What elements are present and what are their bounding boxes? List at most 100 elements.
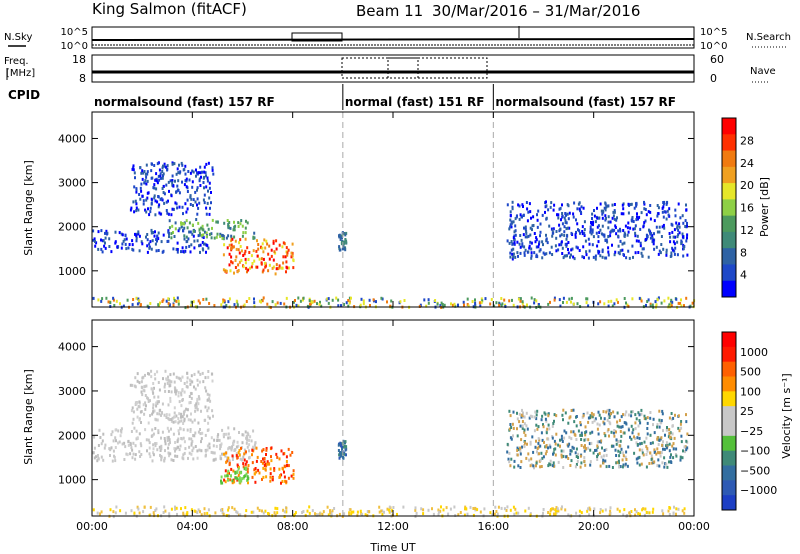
- scatter-cell: [522, 412, 524, 416]
- scatter-cell: [512, 255, 515, 259]
- scatter-cell: [237, 474, 240, 477]
- scatter-cell: [204, 376, 207, 380]
- scatter-cell: [662, 440, 664, 444]
- scatter-cell: [242, 476, 245, 480]
- scatter-cell: [526, 427, 529, 431]
- scatter-cell: [188, 178, 191, 182]
- scatter-cell: [583, 220, 586, 224]
- scatter-cell: [617, 300, 619, 304]
- scatter-cell: [278, 266, 281, 270]
- scatter-cell: [138, 400, 141, 404]
- scatter-cell: [341, 447, 343, 451]
- scatter-cell: [569, 452, 572, 456]
- scatter-cell: [635, 457, 638, 461]
- scatter-cell: [254, 467, 257, 470]
- scatter-cell: [578, 201, 581, 205]
- scatter-cell: [660, 436, 663, 440]
- scatter-cell: [636, 212, 638, 216]
- scatter-cell: [154, 178, 157, 182]
- scatter-cell: [185, 245, 188, 249]
- scatter-cell: [634, 508, 636, 512]
- scatter-cell: [265, 453, 267, 456]
- scatter-cell: [663, 447, 666, 451]
- scatter-cell: [601, 509, 604, 513]
- scatter-cell: [518, 420, 521, 424]
- scatter-cell: [512, 505, 515, 509]
- scatter-cell: [605, 216, 607, 220]
- scatter-cell: [158, 388, 161, 392]
- scatter-cell: [138, 299, 141, 303]
- scatter-cell: [156, 401, 159, 405]
- scatter-cell: [345, 239, 348, 243]
- scatter-cell: [348, 512, 351, 516]
- scatter-cell: [208, 196, 211, 200]
- cpid-segment-1: normal (fast) 151 RF: [345, 95, 485, 109]
- scatter-cell: [609, 412, 612, 416]
- scatter-cell: [190, 508, 193, 512]
- scatter-cell: [102, 432, 105, 436]
- scatter-cell: [511, 242, 514, 246]
- scatter-cell: [183, 237, 186, 241]
- scatter-cell: [246, 438, 249, 442]
- scatter-cell: [239, 471, 242, 475]
- scatter-cell: [132, 410, 135, 414]
- scatter-cell: [227, 508, 230, 512]
- scatter-cell: [145, 163, 148, 167]
- scatter-cell: [514, 255, 517, 259]
- scatter-cell: [221, 428, 224, 432]
- scatter-cell: [529, 226, 532, 230]
- scatter-cell: [290, 255, 293, 259]
- scatter-cell: [542, 423, 544, 427]
- scatter-cell: [622, 413, 624, 417]
- scatter-cell: [222, 433, 225, 437]
- scatter-cell: [188, 401, 191, 405]
- scatter-cell: [390, 299, 393, 303]
- scatter-cell: [649, 441, 652, 445]
- scatter-cell: [329, 511, 332, 515]
- scatter-cell: [612, 431, 615, 435]
- scatter-cell: [139, 303, 142, 307]
- scatter-cell: [540, 465, 543, 468]
- scatter-cell: [564, 508, 567, 512]
- scatter-cell: [124, 511, 127, 515]
- scatter-cell: [152, 451, 155, 455]
- scatter-cell: [173, 406, 176, 410]
- scatter-cell: [243, 452, 246, 456]
- scatter-cell: [189, 230, 192, 234]
- scatter-cell: [283, 302, 286, 306]
- scatter-cell: [658, 464, 661, 468]
- scatter-cell: [255, 265, 258, 269]
- scatter-cell: [120, 430, 123, 434]
- scatter-cell: [587, 446, 589, 450]
- scatter-cell: [403, 299, 406, 302]
- scatter-cell: [619, 239, 622, 243]
- scatter-cell: [666, 426, 668, 429]
- scatter-cell: [582, 206, 585, 210]
- scatter-cell: [177, 229, 180, 233]
- scatter-cell: [198, 397, 201, 401]
- scatter-cell: [604, 218, 607, 222]
- scatter-cell: [658, 409, 661, 413]
- scatter-cell: [577, 456, 579, 459]
- scatter-cell: [260, 460, 263, 463]
- scatter-region-1-1: [129, 369, 214, 425]
- scatter-cell: [618, 461, 620, 465]
- scatter-cell: [598, 440, 601, 444]
- scatter-cell: [154, 213, 157, 217]
- scatter-cell: [567, 457, 570, 460]
- scatter-cell: [579, 209, 582, 213]
- freq-tick-top: 18: [72, 53, 86, 66]
- scatter-cell: [570, 231, 573, 235]
- scatter-cell: [192, 198, 195, 202]
- scatter-cell: [109, 448, 112, 452]
- scatter-cell: [537, 437, 540, 441]
- scatter-cell: [554, 453, 557, 457]
- scatter-cell: [264, 462, 267, 466]
- scatter-cell: [557, 213, 560, 217]
- scatter-cell: [537, 425, 540, 429]
- scatter-cell: [545, 252, 548, 256]
- scatter-cell: [575, 447, 578, 451]
- scatter-cell: [229, 478, 232, 482]
- scatter-cell: [327, 513, 330, 517]
- scatter-cell: [605, 453, 608, 457]
